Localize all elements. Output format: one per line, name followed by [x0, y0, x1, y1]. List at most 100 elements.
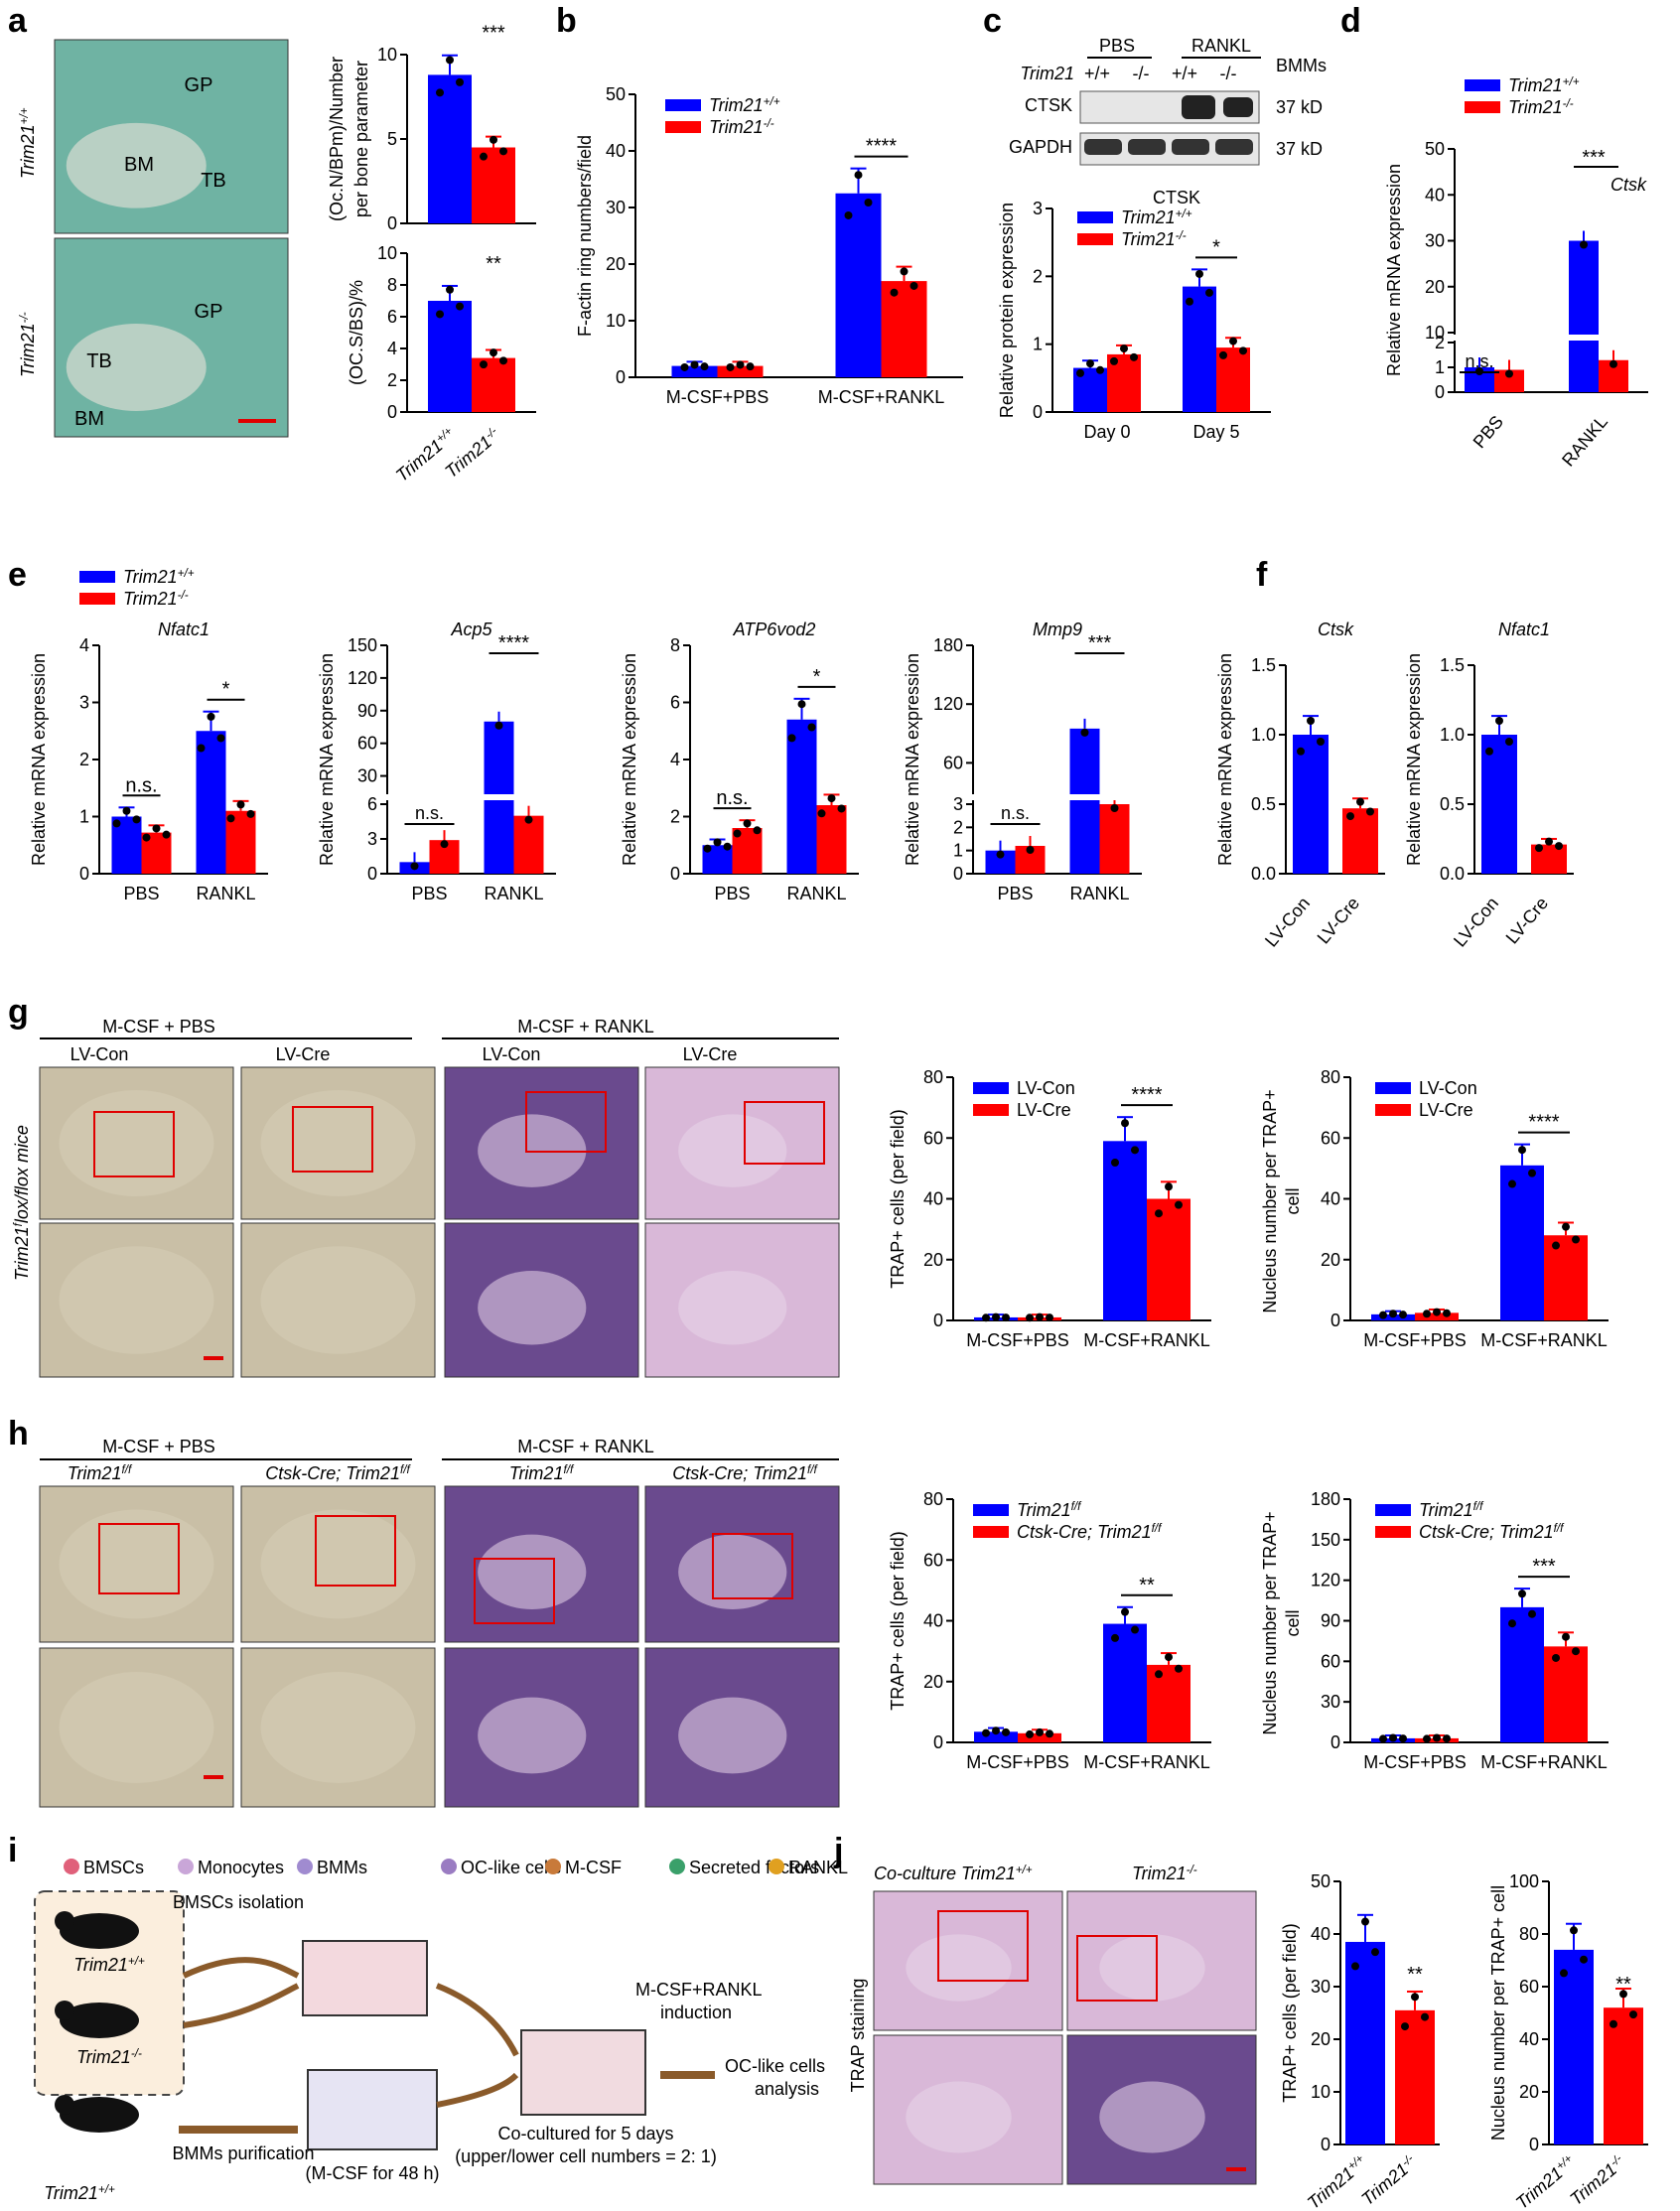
g2-bar: [1544, 1235, 1588, 1320]
c-legend-label: Trim21-/-: [1121, 229, 1187, 250]
g2-data-point: [1399, 1311, 1407, 1319]
e2-data-point: [733, 829, 742, 838]
g1-tick-label: 20: [923, 1250, 943, 1270]
h1-x-label: M-CSF+RANKL: [1083, 1752, 1210, 1772]
h1-tick-label: 60: [923, 1550, 943, 1570]
histo-label: TB: [201, 170, 226, 192]
i-legend-icon: [178, 1859, 194, 1874]
h2-legend-swatch: [1375, 1504, 1411, 1516]
h1-sig-mark: **: [1139, 1575, 1155, 1596]
b-legend-label: Trim21-/-: [709, 117, 774, 138]
c-data-point: [1229, 337, 1237, 345]
e-tick-label: 60: [943, 753, 963, 772]
a-bottom-bar: [472, 357, 515, 412]
h2-data-point: [1572, 1647, 1580, 1656]
g2-data-point: [1389, 1310, 1397, 1318]
j-micro-texture: [1099, 1934, 1205, 2002]
f0-data-point: [1356, 797, 1364, 806]
e-data-point: [1080, 728, 1089, 737]
c-y-label: Relative protein expression: [997, 203, 1017, 418]
e0-data-point: [226, 814, 235, 823]
d-chart-title: Ctsk: [1610, 175, 1647, 195]
e0-x-label: RANKL: [196, 884, 255, 903]
i-legend-label: BMSCs: [83, 1858, 144, 1877]
d-tick-label: 2: [1435, 333, 1445, 352]
e-chart-title: Acp5: [450, 620, 492, 639]
h2-tick-label: 180: [1311, 1489, 1340, 1509]
b-data-point: [864, 199, 873, 207]
f-y-label: Relative mRNA expression: [1215, 653, 1235, 866]
g1-tick-label: 80: [923, 1067, 943, 1087]
i-legend-label: M-CSF: [565, 1858, 622, 1877]
j2-tick-label: 0: [1529, 2135, 1539, 2154]
e0-tick-label: 1: [79, 807, 89, 827]
d-legend-label: Trim21+/+: [1508, 75, 1580, 96]
e2-chart: [683, 644, 859, 875]
mouse-icon: [60, 2003, 139, 2038]
e-bar: [985, 850, 1016, 874]
a-bottom-tick-label: 8: [387, 275, 397, 295]
e-axis-break: [385, 794, 558, 800]
h1-legend-swatch: [973, 1526, 1009, 1538]
i-legend-label: RANKL: [788, 1858, 848, 1877]
g2-y-label: cell: [1283, 1187, 1303, 1214]
i-arrow: [182, 1957, 300, 1979]
i-arrow: [436, 2072, 519, 2108]
h1-data-point: [1036, 1727, 1044, 1736]
c-x-label: Day 0: [1083, 422, 1130, 442]
b-legend-label: Trim21+/+: [709, 95, 780, 116]
j2-bar: [1604, 2007, 1643, 2144]
e-data-point: [1026, 846, 1035, 854]
j1-data-point: [1351, 1962, 1359, 1971]
e-tick-label: 0: [367, 864, 377, 884]
c-x-label: Day 5: [1192, 422, 1239, 442]
e-bar: [1069, 728, 1100, 874]
h2-tick-label: 150: [1311, 1530, 1340, 1550]
e-tick-label: 60: [357, 734, 377, 754]
h1-data-point: [992, 1727, 1000, 1735]
h2-data-point: [1379, 1734, 1387, 1743]
e2-data-point: [753, 826, 762, 835]
g2-y-label: Nucleus number per TRAP+: [1260, 1089, 1280, 1313]
a-top-data-point: [436, 88, 444, 97]
mouse-icon-head: [55, 2001, 74, 2020]
f0-tick-label: 0.0: [1251, 864, 1276, 884]
c-legend-swatch: [1077, 233, 1113, 245]
h-micro-texture: [478, 1697, 587, 1774]
a-top-data-point: [499, 147, 507, 156]
c-sig-mark: *: [1212, 236, 1220, 258]
c-tick-label: 2: [1033, 266, 1043, 286]
g2-data-point: [1423, 1310, 1431, 1318]
j2-bar: [1554, 1949, 1594, 2144]
e-tick-label: 3: [367, 829, 377, 849]
d-tick-label: 40: [1425, 185, 1445, 205]
j1-tick-label: 30: [1311, 1977, 1330, 1997]
blot-header-pbs: PBS: [1099, 36, 1135, 56]
g2-data-point: [1433, 1308, 1441, 1316]
h2-tick-label: 90: [1321, 1611, 1340, 1631]
f1-tick-label: 0.0: [1440, 864, 1465, 884]
j2-tick-label: 100: [1509, 1871, 1539, 1891]
i-well-coculture: [520, 2029, 646, 2116]
e-y-label: Relative mRNA expression: [903, 653, 922, 866]
b-tick-label: 0: [616, 367, 626, 387]
b-sig-mark: ****: [866, 136, 897, 158]
h1-tick-label: 40: [923, 1611, 943, 1631]
f1-tick-label: 1.5: [1440, 655, 1465, 675]
histo-label: TB: [86, 350, 112, 372]
g1-data-point: [1131, 1146, 1139, 1155]
a-top-tick-label: 0: [387, 213, 397, 233]
zoom-region-box: [315, 1515, 396, 1587]
h2-legend-swatch: [1375, 1526, 1411, 1538]
i-legend-label: BMMs: [317, 1858, 367, 1877]
h1-data-point: [1165, 1653, 1173, 1662]
a-bottom-tick-label: 0: [387, 402, 397, 422]
h1-tick-label: 80: [923, 1489, 943, 1509]
b-data-point: [736, 360, 745, 369]
e0-tick-label: 4: [79, 635, 89, 655]
h-micro-texture: [260, 1672, 416, 1783]
g2-sig-mark: ****: [1528, 1112, 1559, 1134]
e-x-label: PBS: [411, 884, 447, 903]
g-micro-texture: [260, 1089, 416, 1197]
g1-data-point: [1036, 1313, 1044, 1321]
